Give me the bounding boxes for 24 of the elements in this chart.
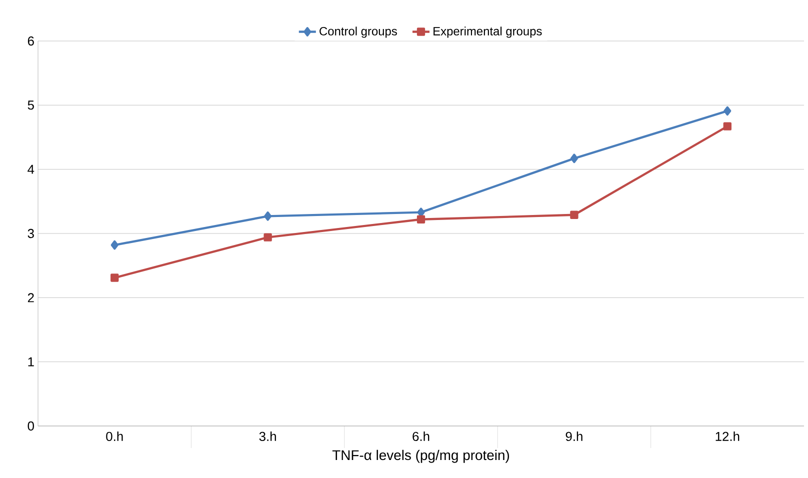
legend-label: Control groups bbox=[320, 26, 397, 38]
y-tick-label: 6 bbox=[28, 36, 34, 46]
y-tick-label: 4 bbox=[28, 164, 34, 174]
y-tick-label: 2 bbox=[28, 293, 34, 302]
point bbox=[724, 106, 732, 116]
point bbox=[723, 122, 732, 130]
point bbox=[264, 211, 272, 221]
y-tick-label: 5 bbox=[28, 100, 34, 110]
y-tick-label: 3 bbox=[28, 228, 34, 238]
point bbox=[570, 154, 578, 164]
y-tick-label: 0 bbox=[28, 421, 34, 431]
x-axis-title: TNF-α levels (pg/mg protein) bbox=[332, 450, 510, 463]
point bbox=[110, 240, 118, 250]
point bbox=[264, 233, 272, 242]
x-tick-label: 9.h bbox=[566, 432, 582, 442]
x-tick-label: 6.h bbox=[412, 432, 430, 442]
point bbox=[416, 215, 426, 224]
x-tick-label: 12.h bbox=[716, 432, 740, 441]
legend-label: Experimental groups bbox=[434, 26, 542, 38]
point bbox=[570, 210, 578, 219]
x-tick-label: 0.h bbox=[106, 432, 123, 442]
y-tick-label: 1 bbox=[28, 357, 34, 366]
x-tick-label: 3.h bbox=[259, 432, 276, 442]
point bbox=[110, 274, 119, 282]
